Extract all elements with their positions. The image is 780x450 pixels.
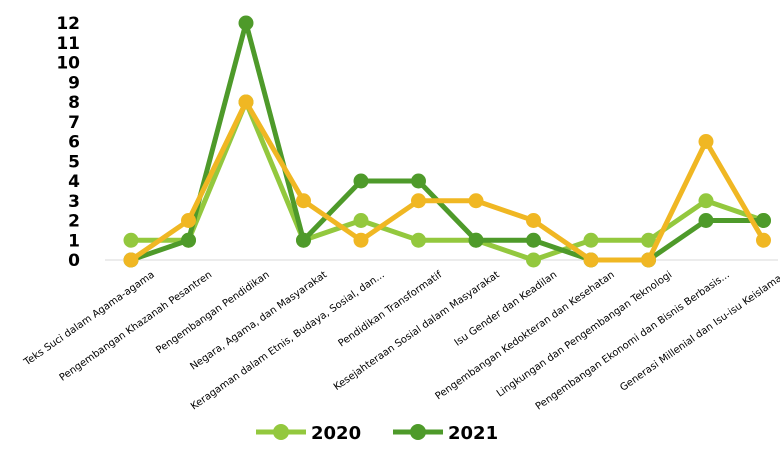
y-tick-label: 0 <box>68 251 80 271</box>
data-point <box>353 232 369 248</box>
legend-swatch-marker <box>410 424 426 440</box>
data-point <box>123 232 139 248</box>
series-lines <box>123 15 771 268</box>
legend: 2020 2021 <box>256 423 498 444</box>
data-point <box>756 213 771 228</box>
data-point <box>583 252 599 268</box>
x-tick-label: Keragaman dalam Etnis, Budaya, Sosial, d… <box>189 269 387 412</box>
x-tick-label: Pengembangan Pendidikan <box>154 269 271 356</box>
y-tick-label: 7 <box>68 113 80 133</box>
y-tick-label: 9 <box>68 73 80 93</box>
data-point <box>641 232 656 248</box>
data-point <box>468 193 484 209</box>
y-tick-label: 2 <box>68 212 80 232</box>
y-tick-label: 12 <box>56 14 80 34</box>
data-point <box>756 232 771 248</box>
legend-item-2020: 2020 <box>256 423 361 444</box>
data-point <box>468 232 484 248</box>
x-tick-label: Isu Gender dan Keadilan <box>453 269 560 348</box>
legend-item-2021: 2021 <box>393 423 498 444</box>
data-point <box>526 252 541 268</box>
series-unlabeled-group <box>123 94 771 268</box>
legend-label: 2021 <box>448 423 498 444</box>
data-point <box>411 232 426 248</box>
legend-swatch-marker <box>273 424 289 440</box>
x-axis-tick-labels: Teks Suci dalam Agama-agamaPengembangan … <box>21 269 780 412</box>
data-point <box>411 193 426 209</box>
data-point <box>583 232 599 248</box>
data-point <box>698 213 714 228</box>
data-point <box>238 15 254 31</box>
data-point <box>526 213 541 228</box>
legend-label: 2020 <box>311 423 361 444</box>
series-2021-group <box>123 15 771 268</box>
data-point <box>353 173 369 189</box>
x-tick-label: Pendidikan Transformatif <box>337 269 445 349</box>
y-tick-label: 11 <box>56 34 80 54</box>
y-tick-label: 3 <box>68 192 80 212</box>
data-point <box>296 193 311 209</box>
series-line <box>128 99 766 263</box>
y-tick-label: 6 <box>68 133 80 153</box>
x-tick-label: Pengembangan Ekonomi dan Bisnis Berbasis… <box>534 269 732 412</box>
data-point <box>353 213 369 228</box>
data-point <box>181 213 196 228</box>
data-point <box>641 252 656 268</box>
series-line <box>128 99 766 263</box>
data-point <box>698 134 714 149</box>
y-tick-label: 8 <box>68 93 80 113</box>
data-point <box>698 193 714 209</box>
data-point <box>181 232 196 248</box>
data-point <box>526 232 541 248</box>
y-tick-label: 5 <box>68 152 80 172</box>
data-point <box>411 173 426 189</box>
data-point <box>238 94 254 110</box>
data-point <box>123 252 139 268</box>
series-line <box>128 20 766 263</box>
y-tick-label: 1 <box>68 231 80 251</box>
y-tick-label: 10 <box>56 54 80 74</box>
y-tick-label: 4 <box>68 172 80 192</box>
data-point <box>296 232 311 248</box>
